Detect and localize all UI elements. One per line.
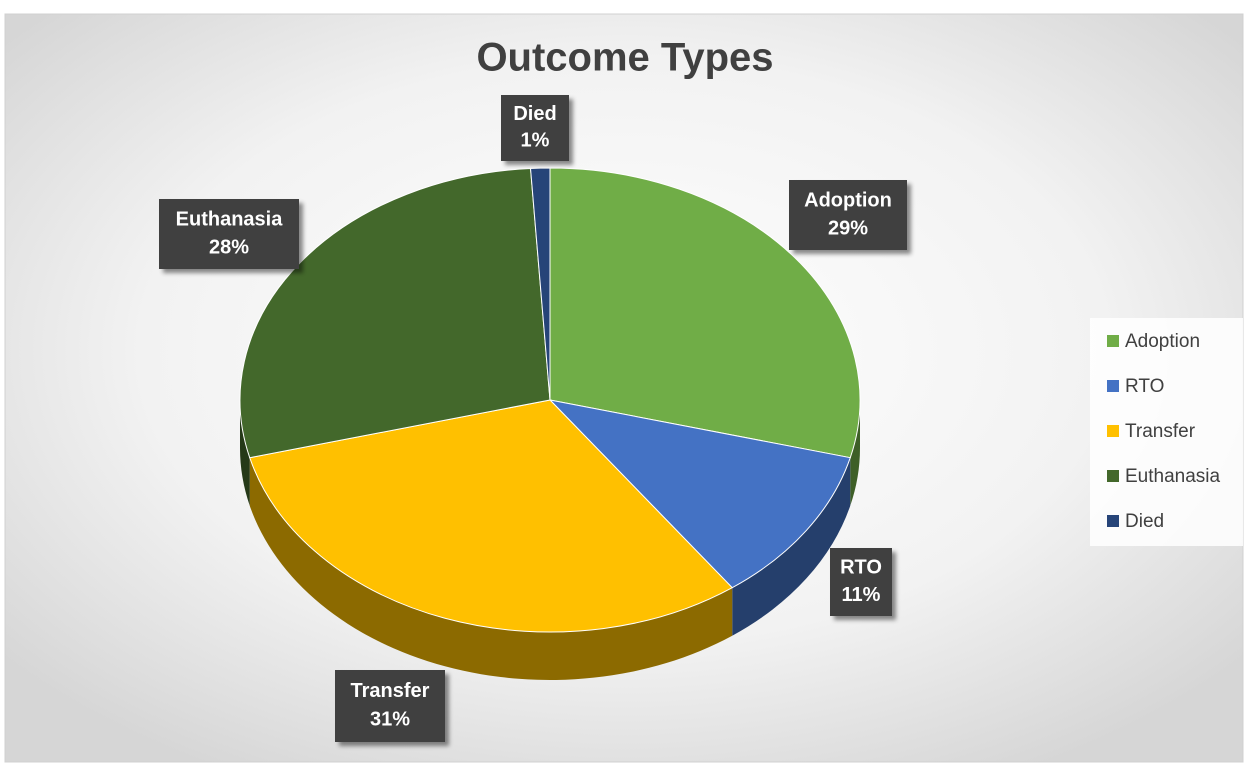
- chart-title: Outcome Types: [476, 36, 773, 80]
- legend-label: Euthanasia: [1125, 466, 1221, 487]
- data-label-value: 29%: [828, 217, 868, 239]
- slice: [548, 399, 851, 589]
- data-label-value: 1%: [521, 129, 550, 151]
- data-label-value: 11%: [842, 584, 881, 606]
- slice-side: [732, 457, 851, 636]
- legend-swatch: [1107, 425, 1119, 437]
- legend-label: Transfer: [1125, 421, 1196, 442]
- slice: [239, 167, 551, 459]
- data-label-box: [501, 95, 569, 161]
- legend-label: RTO: [1125, 376, 1164, 397]
- data-label-box: [159, 199, 299, 269]
- data-label-name: RTO: [840, 557, 882, 579]
- slice: [549, 167, 861, 459]
- data-label-name: Died: [513, 103, 556, 125]
- slice-side: [850, 400, 860, 506]
- data-label-name: Euthanasia: [176, 208, 284, 230]
- legend-label: Died: [1125, 511, 1164, 532]
- data-label-box: [830, 548, 892, 616]
- slice: [529, 167, 551, 401]
- legend-swatch: [1107, 335, 1119, 347]
- data-label-name: Adoption: [804, 189, 892, 211]
- legend-swatch: [1107, 515, 1119, 527]
- legend-label: Adoption: [1125, 331, 1200, 352]
- legend-entries: Adoption RTO Transfer Euthanasia Died: [1107, 331, 1221, 532]
- data-label-value: 31%: [370, 709, 410, 731]
- slice: [249, 399, 734, 633]
- data-label-name: Transfer: [351, 680, 430, 702]
- data-label-box: [335, 670, 445, 742]
- pie: [239, 167, 861, 681]
- data-label-box: [789, 180, 907, 250]
- slice-side: [240, 400, 250, 506]
- legend-swatch: [1107, 470, 1119, 482]
- data-label-value: 28%: [209, 236, 249, 258]
- data-labels: Adoption 29% RTO 11% Transfer 31% Euthanasia 28…: [159, 95, 907, 742]
- legend-swatch: [1107, 380, 1119, 392]
- slice-side: [249, 457, 733, 681]
